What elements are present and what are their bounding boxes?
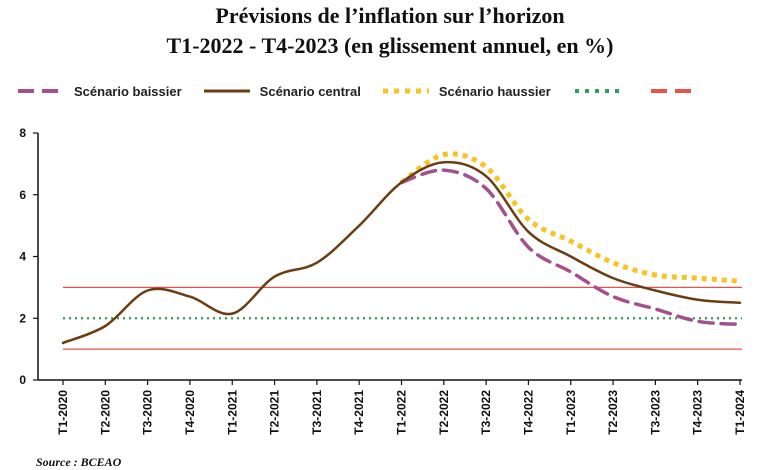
x-tick-label: T4-2021 [352,390,366,435]
x-tick-label: T1-2020 [56,390,70,435]
source-note: Source : BCEAO [36,455,122,469]
x-tick-label: T3-2021 [310,390,324,435]
legend-item-band [650,87,707,95]
x-tick-label: T2-2023 [606,390,620,435]
x-tick-label: T4-2020 [183,390,197,435]
x-tick-label: T2-2020 [98,390,112,435]
series-line-haussier [400,151,741,284]
chart-legend: Scénario baissier Scénario central Scéna… [18,80,729,102]
legend-label-baissier: Scénario baissier [74,83,182,99]
x-tick-label: T1-2023 [564,390,578,435]
x-tick-label: T1-2021 [225,390,239,435]
chart-title-line1: Prévisions de l’inflation sur l’horizon [215,3,565,28]
y-tick-label: 0 [19,373,26,387]
x-tick-label: T1-2022 [395,390,409,435]
legend-item-baissier: Scénario baissier [18,84,182,99]
legend-item-central: Scénario central [203,83,361,99]
legend-swatch-target [574,89,619,93]
legend-item-target [573,87,629,95]
legend-label-central: Scénario central [259,83,361,99]
x-tick-label: T3-2020 [141,390,155,435]
legend-swatch-central [203,89,250,93]
y-tick-label: 2 [19,311,26,325]
x-tick-label: T1-2024 [733,390,747,435]
legend-label-haussier: Scénario haussier [438,83,551,99]
legend-swatch-baissier [18,89,64,93]
x-tick-label: T2-2021 [268,390,282,435]
x-tick-label: T3-2022 [479,390,493,435]
y-tick-label: 6 [19,188,26,202]
series-line-central [61,160,742,345]
legend-swatch-band [650,89,697,93]
x-tick-label: T3-2023 [648,390,662,435]
legend-swatch-haussier [382,88,429,94]
x-tick-label: T4-2022 [521,390,535,435]
y-tick-label: 4 [19,250,26,264]
chart-title-line2: T1-2022 - T4-2023 (en glissement annuel,… [166,33,614,58]
x-tick-label: T4-2023 [691,390,705,435]
series-line-baissier [399,168,742,327]
x-tick-label: T2-2022 [437,390,451,435]
y-tick-label: 8 [19,126,26,140]
legend-item-haussier: Scénario haussier [382,83,551,99]
